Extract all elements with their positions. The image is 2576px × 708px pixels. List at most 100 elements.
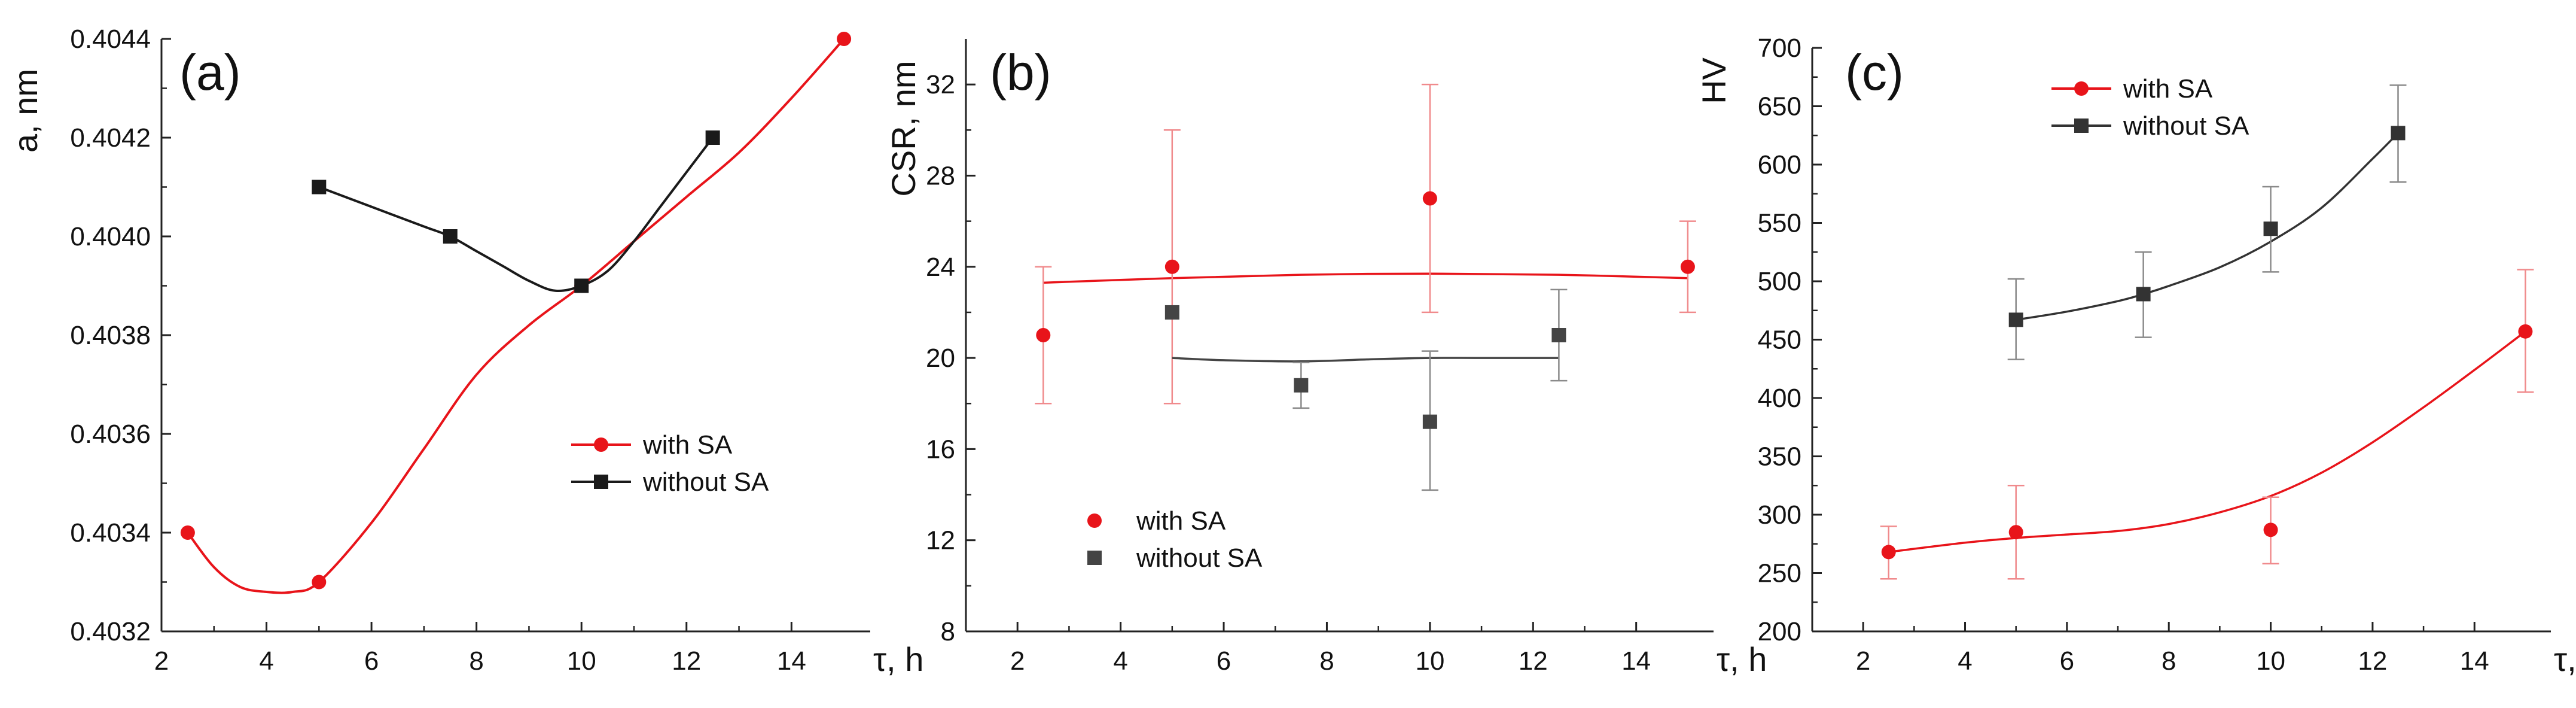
y-tick-label: 650	[1758, 92, 1801, 121]
series-line	[1172, 357, 1559, 363]
x-axis-label: τ, h	[2554, 640, 2576, 678]
data-point	[2391, 126, 2406, 141]
panel-c: 2 4 6 8 10 12 14 200 250 300 350 400 450 500 550 600 650…	[1695, 34, 2576, 678]
x-tick-label: 12	[2358, 646, 2387, 676]
x-tick-label: 2	[1856, 646, 1870, 676]
y-tick-label: 20	[926, 344, 955, 373]
x-tick-label: 14	[777, 646, 806, 676]
data-point	[2136, 287, 2151, 302]
panel-label: (b)	[990, 44, 1051, 101]
y-tick-label: 300	[1758, 500, 1801, 530]
legend-marker	[2074, 118, 2089, 133]
y-tick-label: 250	[1758, 559, 1801, 588]
data-point	[1551, 328, 1566, 342]
series-with-sa	[180, 32, 852, 594]
x-tick-label: 2	[1010, 646, 1025, 676]
legend: with SA without SA	[1087, 506, 1263, 573]
legend: with SA without SA	[2051, 74, 2249, 141]
legend-label: without SA	[642, 467, 769, 497]
legend-label: with SA	[1136, 506, 1226, 536]
data-point	[1680, 259, 1695, 274]
series-line	[1043, 272, 1688, 284]
data-point	[1294, 378, 1309, 393]
y-tick-label: 600	[1758, 150, 1801, 180]
data-point	[443, 229, 458, 244]
y-axis-label: a, nm	[7, 69, 44, 153]
legend-marker	[1087, 513, 1102, 528]
legend-label: with SA	[642, 430, 733, 460]
x-tick-label: 12	[1519, 646, 1548, 676]
x-tick-label: 4	[259, 646, 273, 676]
y-tick-label: 550	[1758, 209, 1801, 238]
series-line	[2016, 132, 2399, 321]
y-tick-label: 200	[1758, 617, 1801, 646]
panel-label: (c)	[1845, 44, 1904, 101]
y-tick-label: 24	[926, 253, 955, 282]
x-tick-label: 6	[364, 646, 379, 676]
y-tick-label: 0.4034	[70, 518, 151, 548]
series-with-sa	[1035, 83, 1696, 405]
legend-marker	[594, 437, 608, 452]
x-tick-label: 6	[1217, 646, 1231, 676]
y-tick-label: 0.4038	[70, 321, 151, 350]
data-point	[2263, 522, 2278, 537]
legend-marker	[2074, 81, 2089, 96]
series-without-sa	[2007, 84, 2407, 360]
legend-label: without SA	[2123, 111, 2249, 141]
data-point	[1164, 259, 1179, 274]
y-tick-label: 400	[1758, 384, 1801, 413]
y-tick-label: 500	[1758, 267, 1801, 296]
y-tick-label: 450	[1758, 326, 1801, 355]
series-line	[1888, 330, 2526, 554]
series-without-sa	[1164, 288, 1568, 491]
data-point	[2008, 312, 2023, 327]
x-tick-label: 4	[1958, 646, 1972, 676]
y-tick-label: 0.4032	[70, 617, 151, 646]
legend-label: with SA	[2123, 74, 2213, 104]
data-point	[837, 32, 852, 46]
panel-label: (a)	[179, 44, 241, 101]
x-axis-label: τ, h	[1717, 640, 1767, 678]
series-line	[187, 38, 845, 594]
legend-marker	[594, 475, 608, 489]
x-tick-label: 10	[1415, 646, 1444, 676]
series-with-sa	[1880, 269, 2534, 580]
x-tick-label: 10	[2256, 646, 2285, 676]
data-point	[312, 180, 327, 195]
series-line	[318, 136, 714, 292]
x-tick-label: 2	[154, 646, 169, 676]
y-tick-label: 0.4042	[70, 123, 151, 153]
data-point	[1881, 545, 1896, 560]
data-point	[2008, 525, 2023, 540]
data-point	[574, 278, 589, 293]
x-tick-label: 12	[672, 646, 701, 676]
y-tick-label: 0.4040	[70, 222, 151, 251]
legend-label: without SA	[1136, 543, 1263, 573]
data-point	[1036, 328, 1051, 342]
y-tick-label: 8	[941, 617, 955, 646]
y-tick-label: 32	[926, 70, 955, 99]
x-tick-label: 8	[1319, 646, 1334, 676]
data-point	[180, 525, 195, 540]
x-tick-label: 8	[2162, 646, 2176, 676]
series-without-sa	[312, 130, 720, 293]
y-tick-label: 0.4036	[70, 420, 151, 449]
x-tick-label: 4	[1113, 646, 1127, 676]
data-point	[1422, 191, 1437, 206]
data-point	[705, 130, 720, 145]
data-point	[1164, 305, 1179, 320]
x-tick-label: 6	[2060, 646, 2074, 676]
x-tick-label: 10	[567, 646, 596, 676]
x-tick-label: 14	[2460, 646, 2489, 676]
y-axis-label: HV	[1695, 57, 1733, 104]
y-tick-label: 700	[1758, 34, 1801, 63]
y-axis-label: CSR, nm	[885, 60, 922, 196]
panel-a: 2 4 6 8 10 12 14 0.4032 0.4034 0.4036 0.4038 0.4040…	[7, 25, 923, 678]
x-tick-label: 14	[1621, 646, 1651, 676]
y-tick-label: 0.4044	[70, 25, 151, 54]
y-tick-label: 16	[926, 434, 955, 464]
legend-marker	[1087, 551, 1102, 565]
y-tick-label: 350	[1758, 442, 1801, 472]
y-tick-label: 12	[926, 526, 955, 555]
